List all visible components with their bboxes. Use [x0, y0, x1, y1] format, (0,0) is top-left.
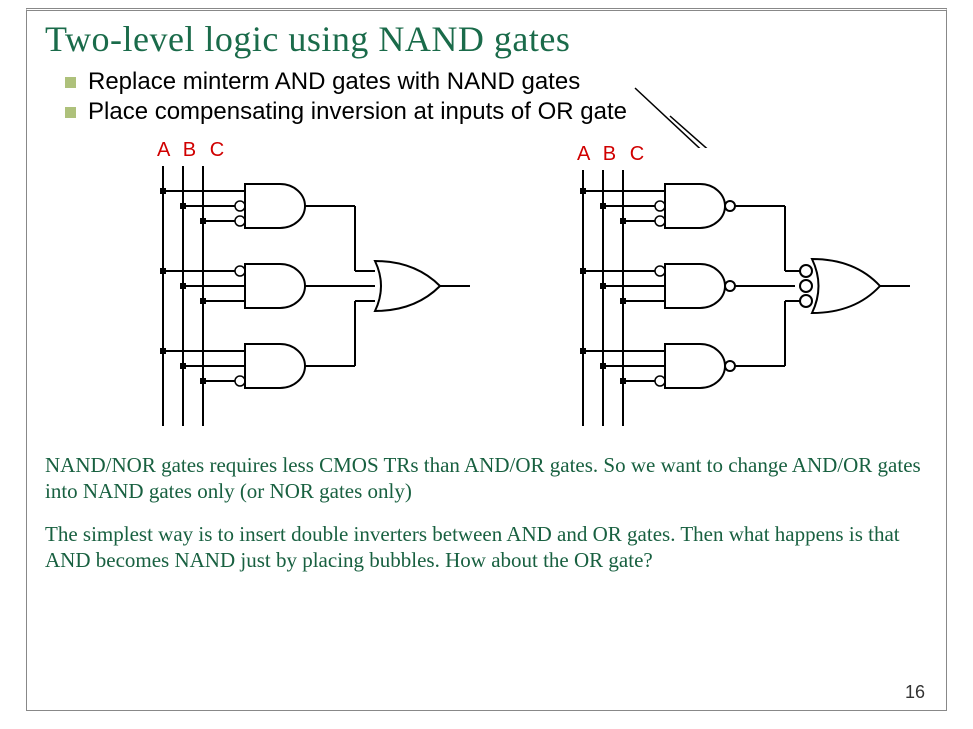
- note-2: The simplest way is to insert double inv…: [45, 521, 928, 574]
- or-gate-bubbled-inputs: [785, 206, 910, 366]
- nand-gate-2: [580, 264, 795, 308]
- and-gate-1: [160, 184, 355, 228]
- and-gate-3: [160, 344, 355, 388]
- page-number: 16: [905, 682, 925, 703]
- slide-content: Two-level logic using NAND gates Replace…: [45, 18, 928, 573]
- and-gate-2: [160, 264, 355, 308]
- circuit-right: A B C: [545, 136, 925, 436]
- pointer-arrows: [45, 78, 925, 148]
- note-1: NAND/NOR gates requires less CMOS TRs th…: [45, 452, 928, 505]
- slide-title: Two-level logic using NAND gates: [45, 18, 928, 60]
- nand-gate-1: [580, 184, 785, 228]
- circuit-diagrams: A B C: [125, 136, 928, 436]
- or-gate: [355, 206, 470, 366]
- circuit-left: A B C: [125, 136, 485, 436]
- nand-gate-3: [580, 344, 785, 388]
